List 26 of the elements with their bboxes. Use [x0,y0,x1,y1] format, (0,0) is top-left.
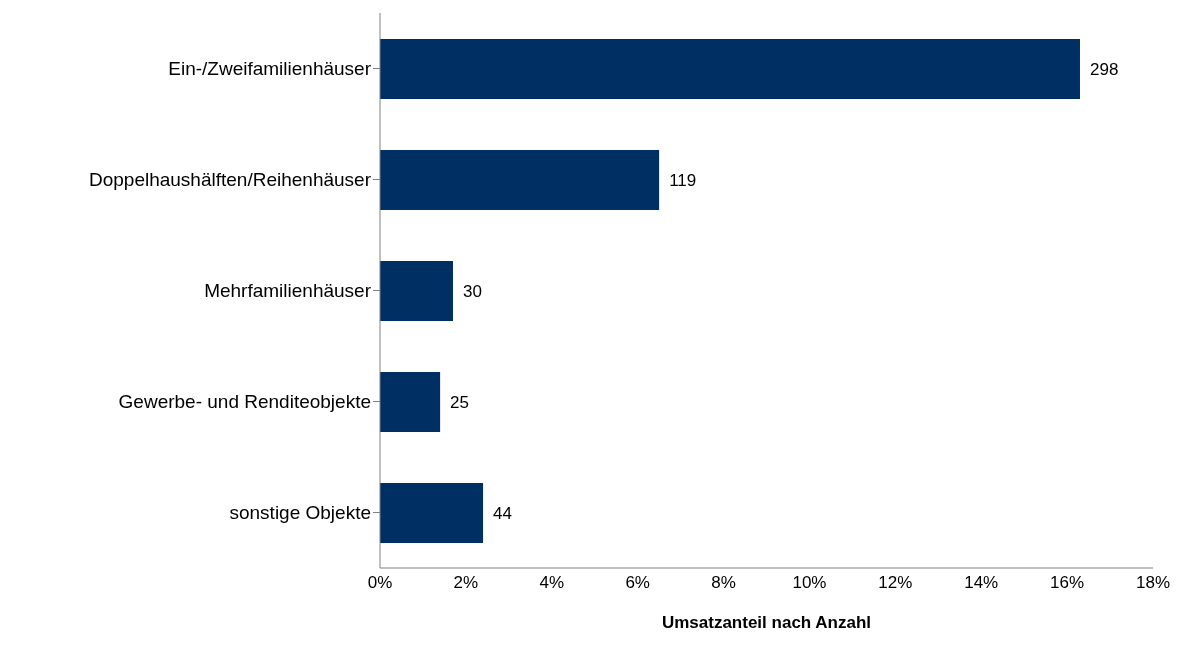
bar [380,372,441,432]
x-tick-label: 8% [711,573,736,593]
bar [380,39,1080,99]
x-tick-label: 6% [625,573,650,593]
x-tick-label: 12% [878,573,913,593]
annotation: 30 [463,281,482,301]
x-tick-label: 10% [792,573,827,593]
annotation: 119 [669,170,697,190]
x-tick-label: 2% [453,573,479,593]
x-tick-label: 0% [367,573,393,593]
x-tick-label: 18% [1135,573,1171,593]
annotation: 25 [450,392,470,412]
y-tick-label: Gewerbe- und Renditeobjekte [118,391,371,413]
x-tick-label: 16% [1050,573,1085,593]
annotation: 298 [1089,59,1119,79]
x-tick-label: 4% [539,573,565,593]
y-tick-label: Mehrfamilienhäuser [204,280,372,302]
bar [380,150,660,210]
y-tick-label: Ein-/Zweifamilienhäuser [168,58,372,80]
x-axis-title: Umsatzanteil nach Anzahl [661,613,872,632]
bar [380,483,484,543]
x-tick-label: 14% [964,573,999,593]
annotation: 44 [493,503,512,523]
bar [380,261,454,321]
y-tick-label: sonstige Objekte [229,502,371,524]
y-tick-label: Doppelhaushälften/Reihenhäuser [88,169,372,191]
